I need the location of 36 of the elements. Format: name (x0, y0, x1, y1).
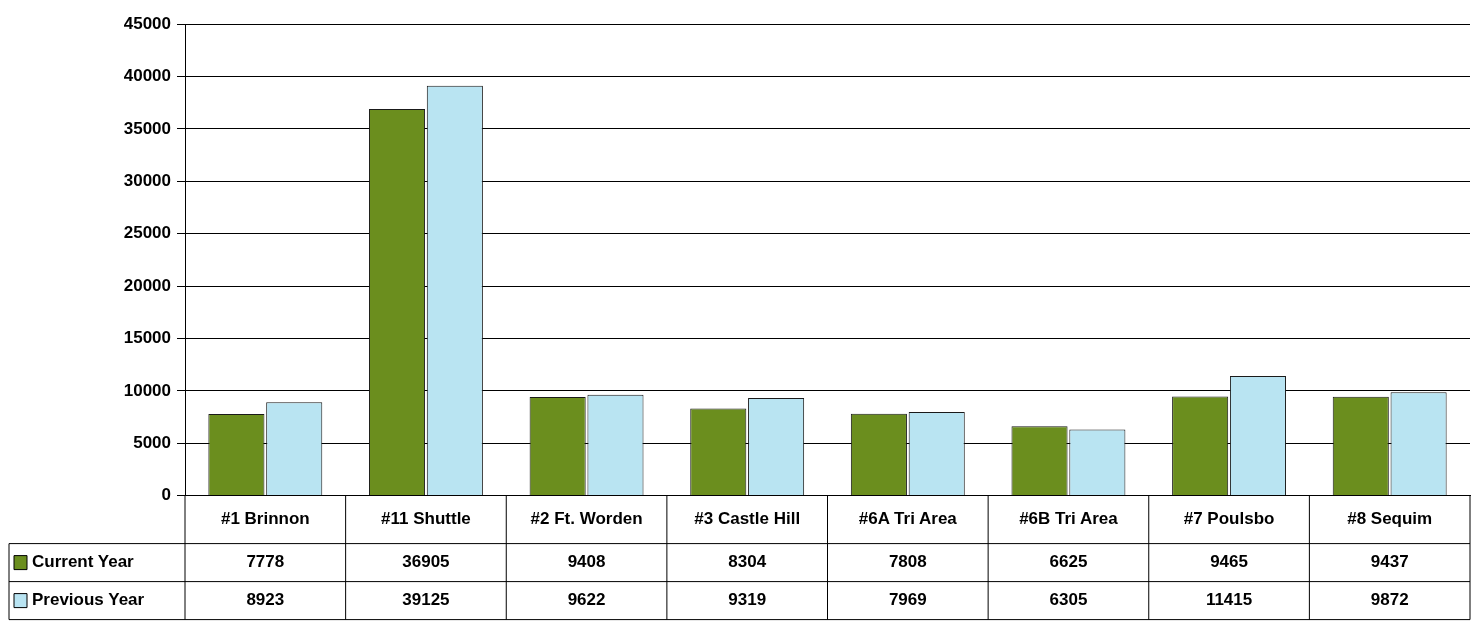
legend-label: Previous Year (32, 590, 145, 610)
x-tick-label: #7 Poulsbo (1183, 509, 1275, 529)
y-tick-label: 20000 (123, 275, 171, 295)
data-label: 6305 (1049, 590, 1088, 610)
x-tick-label: #3 Castle Hill (694, 509, 801, 529)
data-label: 9437 (1370, 552, 1409, 572)
y-tick-label: 0 (161, 485, 171, 505)
data-label: 9622 (567, 590, 606, 610)
data-label: 9872 (1370, 590, 1409, 610)
y-tick-label: 25000 (123, 223, 171, 243)
data-label: 9408 (567, 552, 606, 572)
data-label: 9465 (1210, 552, 1248, 572)
data-label: 7969 (888, 590, 927, 610)
legend-label: Current Year (32, 552, 135, 572)
y-tick-label: 5000 (133, 432, 171, 452)
x-tick-label: #1 Brinnon (220, 509, 310, 529)
y-tick-label: 10000 (123, 380, 171, 400)
x-tick-label: #2 Ft. Worden (530, 509, 643, 529)
data-label: 9319 (728, 590, 767, 610)
data-label: 36905 (402, 552, 450, 572)
data-label: 11415 (1205, 590, 1253, 610)
data-label: 8304 (728, 552, 767, 572)
y-tick-label: 40000 (123, 66, 171, 86)
y-tick-label: 15000 (123, 328, 171, 348)
x-tick-label: #6A Tri Area (858, 509, 958, 529)
data-label: 7808 (888, 552, 927, 572)
data-label: 7778 (246, 552, 285, 572)
x-tick-label: #6B Tri Area (1019, 509, 1119, 529)
y-tick-label: 35000 (123, 118, 171, 138)
y-tick-label: 30000 (123, 171, 171, 191)
data-label: 39125 (402, 590, 450, 610)
y-tick-label: 45000 (123, 13, 171, 33)
data-label: 6625 (1049, 552, 1088, 572)
x-tick-label: #11 Shuttle (381, 509, 471, 529)
data-label: 8923 (246, 590, 285, 610)
x-tick-label: #8 Sequim (1347, 509, 1433, 529)
